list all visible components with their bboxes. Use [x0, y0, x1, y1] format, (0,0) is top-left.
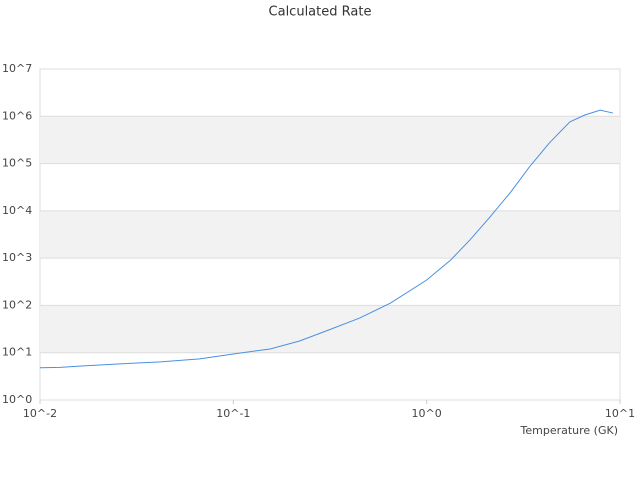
x-tick-label: 10^1	[605, 407, 635, 420]
grid-band	[40, 116, 620, 164]
x-axis-label: Temperature (GK)	[520, 424, 619, 437]
x-tick-label: 10^-1	[216, 407, 250, 420]
y-tick-label: 10^7	[2, 62, 32, 75]
line	[39, 109, 614, 369]
chart-title: Calculated Rate	[269, 5, 372, 20]
y-tick-label: 10^3	[2, 251, 32, 264]
y-tick-label: 10^4	[2, 204, 32, 217]
y-tick-label: 10^0	[2, 393, 32, 406]
x-tick-label: 10^0	[412, 407, 442, 420]
grid-band	[40, 210, 620, 259]
x-tick-label: 10^-2	[23, 407, 57, 420]
y-tick-label: 10^5	[2, 157, 32, 170]
y-tick-label: 10^2	[2, 298, 32, 311]
y-tick-label: 10^6	[2, 109, 32, 122]
y-tick-label: 10^1	[2, 346, 32, 359]
